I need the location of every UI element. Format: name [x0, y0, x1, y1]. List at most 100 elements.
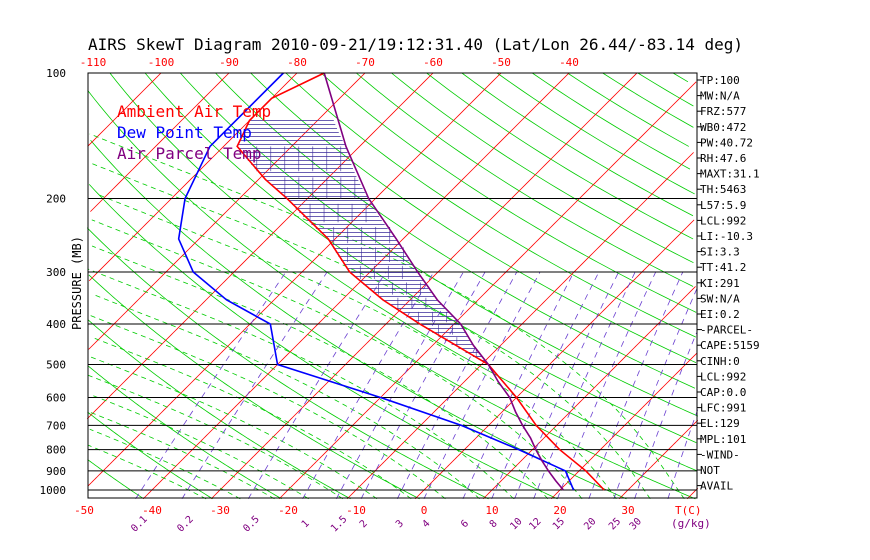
moist-adiabats	[87, 133, 685, 500]
moist-adiabat-line	[87, 268, 515, 500]
dry-adiabat-line	[88, 365, 282, 500]
stats-item: -WIND-	[700, 448, 740, 461]
stats-item: SW:N/A	[700, 292, 740, 305]
mixing-ratio-lines	[135, 271, 699, 500]
dry-adiabat-line	[637, 72, 694, 107]
pressure-axis: 100 200 300 400 500 600 700 800 900 1000	[40, 67, 67, 497]
mixing-ratio-line	[462, 271, 575, 500]
isotherm-line	[86, 72, 434, 420]
stats-item: TH:5463	[700, 183, 746, 196]
moist-adiabat-line	[87, 444, 207, 500]
bottom-axis-tick: 30	[621, 504, 634, 517]
isotherm-line	[278, 81, 697, 500]
stats-item: LI:-10.3	[700, 230, 753, 243]
dry-adiabat-line	[87, 459, 144, 500]
moist-adiabat-line	[90, 356, 378, 500]
stats-item: LFC:991	[700, 402, 746, 415]
dry-adiabat-line	[532, 72, 691, 170]
stats-item: MPL:101	[700, 433, 746, 446]
isobars	[88, 72, 697, 491]
stats-item: CAP:0.0	[700, 386, 746, 399]
moist-adiabat-line	[89, 428, 241, 500]
mixing-ratio-line	[181, 271, 328, 500]
top-axis: -110 -100 -90 -80 -70 -60 -50 -40	[80, 56, 579, 69]
dry-adiabat-line	[356, 72, 694, 287]
stats-item: NOT	[700, 464, 720, 477]
top-axis-tick: -80	[287, 56, 307, 69]
dry-adiabat-line	[88, 274, 420, 500]
stats-item: SI:3.3	[700, 246, 740, 259]
stats-item: MAXT:31.1	[700, 168, 760, 181]
pressure-tick: 500	[46, 358, 66, 371]
moist-adiabat-line	[89, 133, 685, 500]
pressure-tick: 400	[46, 318, 66, 331]
legend-entry: Dew Point Temp	[117, 123, 252, 142]
legend: Ambient Air Temp Dew Point Temp Air Parcel…	[117, 102, 271, 163]
top-axis-tick: -100	[148, 56, 175, 69]
mixing-ratio-line	[588, 271, 684, 499]
dry-adiabat-line	[602, 72, 694, 128]
stats-item: MW:N/A	[700, 90, 740, 103]
mixing-ratio-line	[360, 271, 486, 500]
moist-adiabat-line	[93, 294, 480, 500]
bottom-axis: -50 -40 -30 -20 -10 0 10 20 30	[74, 504, 635, 517]
mixing-ratio-line	[302, 271, 435, 500]
bottom-axis-tick: -30	[210, 504, 230, 517]
moist-adiabat-line	[91, 336, 412, 500]
bottom-axis-tick: 0	[421, 504, 428, 517]
plot-frame	[87, 72, 698, 499]
dry-adiabat-line	[87, 411, 213, 500]
stats-item: TT:41.2	[700, 261, 746, 274]
moist-adiabat-line	[91, 245, 549, 500]
bottom-axis-tick: 10	[485, 504, 498, 517]
legend-entry: Ambient Air Temp	[117, 102, 271, 121]
cape-hatch-region	[238, 120, 485, 361]
stats-item: KI:291	[700, 277, 740, 290]
stats-item: LCL:992	[700, 370, 746, 383]
stats-item: LCL:992	[700, 214, 746, 227]
mixing-ratio-line	[634, 332, 697, 499]
isotherm-line	[482, 286, 696, 500]
stats-item: EL:129	[700, 417, 740, 430]
stats-item: CAPE:5159	[700, 339, 760, 352]
dry-adiabat-line	[87, 90, 696, 500]
series-line-air-parcel-temp	[323, 72, 565, 491]
mixing-ratio-line	[557, 271, 657, 499]
moist-adiabat-line	[87, 374, 344, 500]
sounding-series	[177, 72, 605, 491]
mixing-ratio-line	[335, 271, 464, 500]
stats-item: TP:100	[700, 74, 740, 87]
chart-title: AIRS SkewT Diagram 2010-09-21/19:12:31.4…	[88, 35, 743, 54]
series-line-dew-point-temp	[177, 72, 575, 491]
mixing-ratio-line	[667, 409, 699, 499]
stats-item: EI:0.2	[700, 308, 740, 321]
x-axis-label: T(C)	[675, 504, 702, 517]
dry-adiabat-line	[567, 72, 689, 147]
moist-adiabat-line	[89, 411, 275, 500]
mixing-ratio-unit-label: (g/kg)	[671, 517, 711, 530]
top-axis-tick: -110	[80, 56, 107, 69]
mixing-ratio-line	[533, 271, 636, 499]
pressure-tick: 100	[46, 67, 66, 80]
pressure-tick: 700	[46, 419, 66, 432]
mixing-ratio-line	[135, 271, 287, 500]
pressure-tick: 800	[46, 444, 66, 457]
dry-adiabat-line	[86, 227, 489, 500]
isotherm-line	[87, 72, 162, 147]
isotherm-line	[90, 72, 230, 212]
dry-adiabat-line	[250, 72, 697, 364]
dry-adiabat-line	[144, 72, 697, 444]
mixing-ratio-line	[396, 271, 518, 500]
isotherm-line	[88, 72, 298, 282]
dry-adiabat-line	[496, 72, 695, 195]
bottom-axis-tick: 20	[553, 504, 566, 517]
isotherm-line	[210, 72, 638, 500]
bottom-axis-tick: -50	[74, 504, 94, 517]
dry-adiabat-line	[391, 72, 694, 264]
series-line-ambient-air-temp	[236, 72, 605, 491]
bottom-axis-tick: -40	[142, 504, 162, 517]
mixing-ratio-line	[613, 289, 698, 499]
top-axis-tick: -60	[423, 56, 443, 69]
top-axis-tick: -70	[355, 56, 375, 69]
